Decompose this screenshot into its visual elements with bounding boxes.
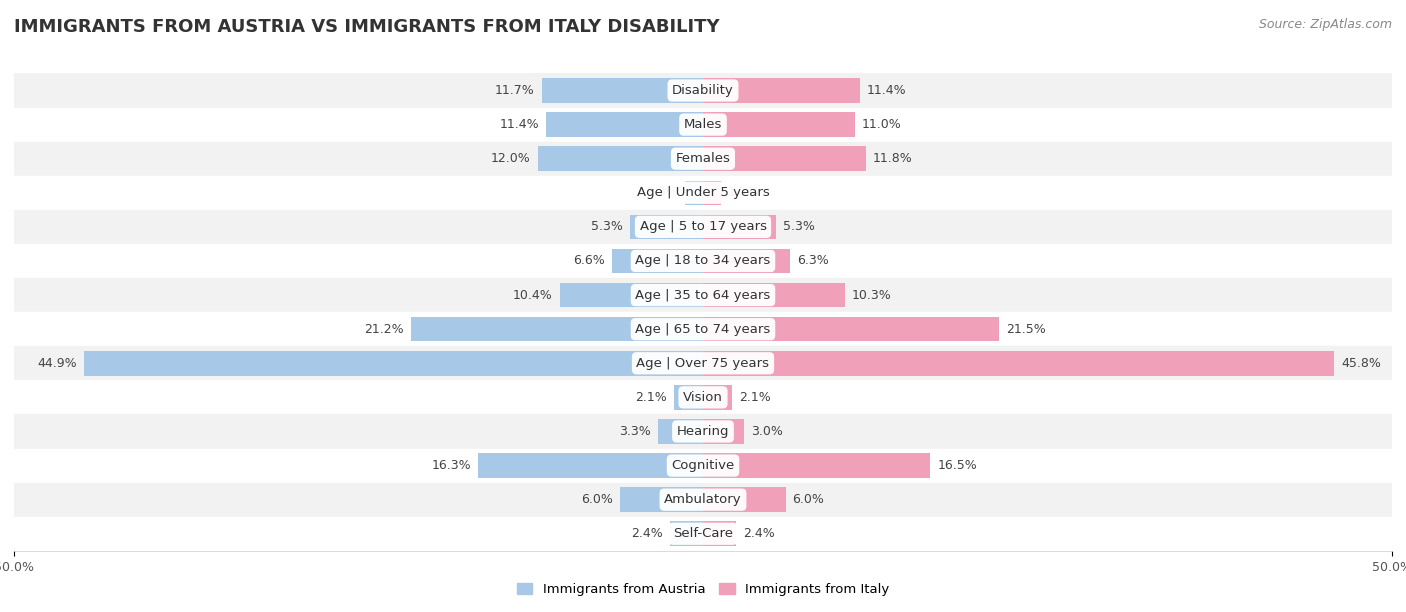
Bar xyxy=(703,419,744,444)
Text: 10.4%: 10.4% xyxy=(513,289,553,302)
Text: 1.3%: 1.3% xyxy=(647,186,678,200)
Text: 1.3%: 1.3% xyxy=(728,186,759,200)
Bar xyxy=(14,380,1392,414)
Text: 2.1%: 2.1% xyxy=(636,391,668,404)
Bar xyxy=(14,278,1392,312)
Bar xyxy=(703,78,860,103)
Bar xyxy=(703,317,1000,341)
Legend: Immigrants from Austria, Immigrants from Italy: Immigrants from Austria, Immigrants from… xyxy=(512,578,894,602)
Bar xyxy=(685,181,703,205)
Text: 6.3%: 6.3% xyxy=(797,255,828,267)
Bar xyxy=(703,113,855,137)
Bar xyxy=(546,113,703,137)
Text: 5.3%: 5.3% xyxy=(591,220,623,233)
Bar xyxy=(14,312,1392,346)
Bar xyxy=(620,487,703,512)
Bar xyxy=(703,453,931,478)
Text: 3.3%: 3.3% xyxy=(619,425,651,438)
Text: Self-Care: Self-Care xyxy=(673,528,733,540)
Bar xyxy=(14,346,1392,380)
Text: Age | 18 to 34 years: Age | 18 to 34 years xyxy=(636,255,770,267)
Bar xyxy=(541,78,703,103)
Text: Hearing: Hearing xyxy=(676,425,730,438)
Bar xyxy=(537,146,703,171)
Text: Age | 5 to 17 years: Age | 5 to 17 years xyxy=(640,220,766,233)
Bar xyxy=(703,385,733,409)
Text: Cognitive: Cognitive xyxy=(672,459,734,472)
Bar xyxy=(703,248,790,273)
Text: 21.5%: 21.5% xyxy=(1007,323,1046,335)
Bar xyxy=(14,108,1392,141)
Bar xyxy=(669,521,703,546)
Bar xyxy=(478,453,703,478)
Bar xyxy=(14,73,1392,108)
Bar xyxy=(411,317,703,341)
Text: Disability: Disability xyxy=(672,84,734,97)
Text: IMMIGRANTS FROM AUSTRIA VS IMMIGRANTS FROM ITALY DISABILITY: IMMIGRANTS FROM AUSTRIA VS IMMIGRANTS FR… xyxy=(14,18,720,36)
Bar xyxy=(14,483,1392,517)
Text: 6.6%: 6.6% xyxy=(574,255,605,267)
Text: 11.7%: 11.7% xyxy=(495,84,534,97)
Text: 2.1%: 2.1% xyxy=(738,391,770,404)
Text: 11.8%: 11.8% xyxy=(873,152,912,165)
Bar xyxy=(14,176,1392,210)
Bar xyxy=(14,414,1392,449)
Text: 21.2%: 21.2% xyxy=(364,323,404,335)
Bar xyxy=(612,248,703,273)
Text: 45.8%: 45.8% xyxy=(1341,357,1381,370)
Text: Age | Under 5 years: Age | Under 5 years xyxy=(637,186,769,200)
Text: 3.0%: 3.0% xyxy=(751,425,783,438)
Bar xyxy=(630,215,703,239)
Text: 6.0%: 6.0% xyxy=(582,493,613,506)
Bar xyxy=(658,419,703,444)
Text: Vision: Vision xyxy=(683,391,723,404)
Text: 11.4%: 11.4% xyxy=(868,84,907,97)
Text: 12.0%: 12.0% xyxy=(491,152,531,165)
Text: 16.5%: 16.5% xyxy=(938,459,977,472)
Text: 5.3%: 5.3% xyxy=(783,220,815,233)
Bar xyxy=(703,487,786,512)
Bar xyxy=(703,215,776,239)
Text: 16.3%: 16.3% xyxy=(432,459,471,472)
Bar xyxy=(703,283,845,307)
Bar xyxy=(14,517,1392,551)
Text: Males: Males xyxy=(683,118,723,131)
Bar xyxy=(84,351,703,376)
Text: Age | Over 75 years: Age | Over 75 years xyxy=(637,357,769,370)
Text: 11.0%: 11.0% xyxy=(862,118,901,131)
Bar xyxy=(14,449,1392,483)
Bar xyxy=(703,351,1334,376)
Text: Age | 35 to 64 years: Age | 35 to 64 years xyxy=(636,289,770,302)
Bar xyxy=(14,210,1392,244)
Bar xyxy=(673,385,703,409)
Text: 10.3%: 10.3% xyxy=(852,289,891,302)
Text: 11.4%: 11.4% xyxy=(499,118,538,131)
Text: Source: ZipAtlas.com: Source: ZipAtlas.com xyxy=(1258,18,1392,31)
Text: Females: Females xyxy=(675,152,731,165)
Bar xyxy=(14,141,1392,176)
Bar xyxy=(14,244,1392,278)
Bar xyxy=(560,283,703,307)
Text: Age | 65 to 74 years: Age | 65 to 74 years xyxy=(636,323,770,335)
Text: 44.9%: 44.9% xyxy=(38,357,77,370)
Text: 2.4%: 2.4% xyxy=(742,528,775,540)
Bar xyxy=(703,181,721,205)
Bar xyxy=(703,521,737,546)
Text: 2.4%: 2.4% xyxy=(631,528,664,540)
Text: Ambulatory: Ambulatory xyxy=(664,493,742,506)
Bar xyxy=(703,146,866,171)
Text: 6.0%: 6.0% xyxy=(793,493,824,506)
